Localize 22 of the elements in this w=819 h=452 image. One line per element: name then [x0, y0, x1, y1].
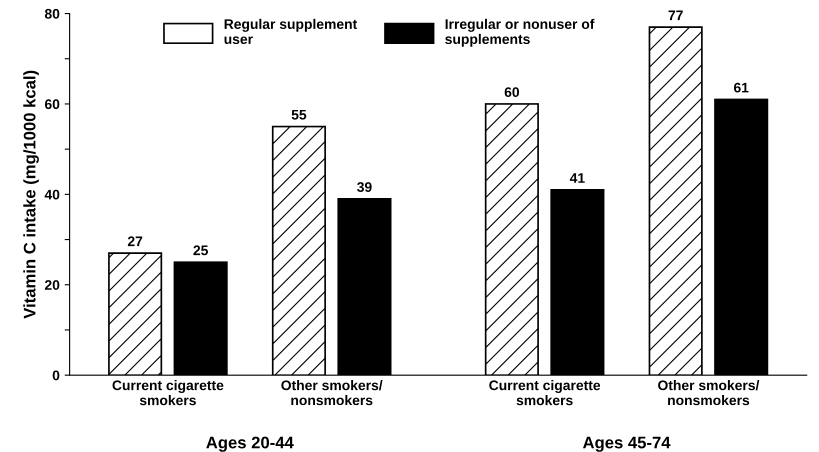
x-tick-label: Other smokers/ nonsmokers: [281, 380, 383, 406]
legend-label: Regular supplement user: [224, 18, 358, 44]
data-label: 60: [504, 87, 520, 98]
y-axis-title: Vitamin C intake (mg/1000 kcal): [23, 70, 39, 319]
legend-label: Irregular or nonuser of supplements: [445, 18, 594, 47]
data-label: 39: [357, 182, 372, 192]
text: Ages 45-74: [582, 436, 670, 452]
y-tick-label: 80: [44, 8, 60, 19]
y-tick-label: 0: [52, 370, 60, 380]
y-tick-label: 40: [44, 190, 60, 200]
x-tick-label: Current cigarette smokers: [489, 380, 600, 406]
y-tick-label: 60: [44, 99, 60, 110]
data-label: 77: [668, 10, 683, 20]
data-label: 55: [292, 110, 306, 120]
data-label: 27: [128, 236, 142, 246]
data-label: 61: [734, 82, 749, 93]
data-label: 41: [570, 173, 585, 183]
x-tick-label: Other smokers/ nonsmokers: [658, 380, 760, 406]
data-label: 25: [193, 245, 208, 256]
x-tick-label: Current cigarette smokers: [112, 380, 224, 406]
text: Ages 20-44: [206, 436, 294, 452]
y-tick-label: 20: [44, 280, 60, 290]
